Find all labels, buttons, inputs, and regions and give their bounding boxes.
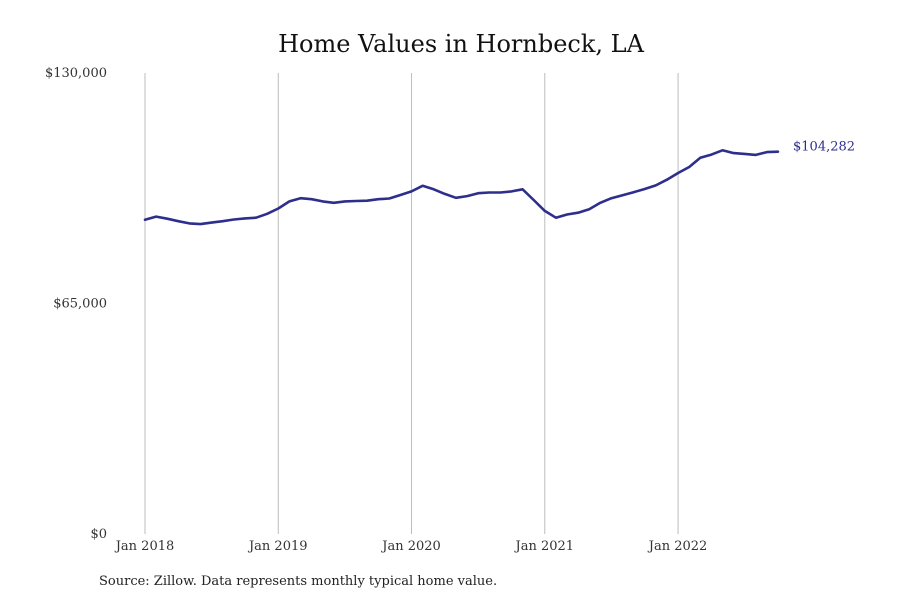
y-tick-label: $130,000: [45, 66, 107, 81]
y-axis-labels: $0 $65,000 $130,000: [45, 66, 107, 542]
x-tick-label: Jan 2022: [647, 539, 708, 554]
y-tick-label: $0: [90, 527, 107, 542]
home-value-series-line: [143, 149, 780, 226]
grid-lines: [144, 73, 679, 534]
x-tick-label: Jan 2021: [514, 539, 575, 554]
x-tick-label: Jan 2019: [247, 539, 308, 554]
y-tick-label: $65,000: [53, 297, 107, 312]
latest-value-label: $104,282: [793, 140, 855, 155]
source-note: Source: Zillow. Data represents monthly …: [99, 574, 497, 589]
x-axis-labels: Jan 2018 Jan 2019 Jan 2020 Jan 2021 Jan 2022: [114, 539, 708, 554]
x-tick-label: Jan 2020: [380, 539, 441, 554]
x-tick-label: Jan 2018: [114, 539, 175, 554]
chart-title: Home Values in Hornbeck, LA: [278, 30, 645, 58]
